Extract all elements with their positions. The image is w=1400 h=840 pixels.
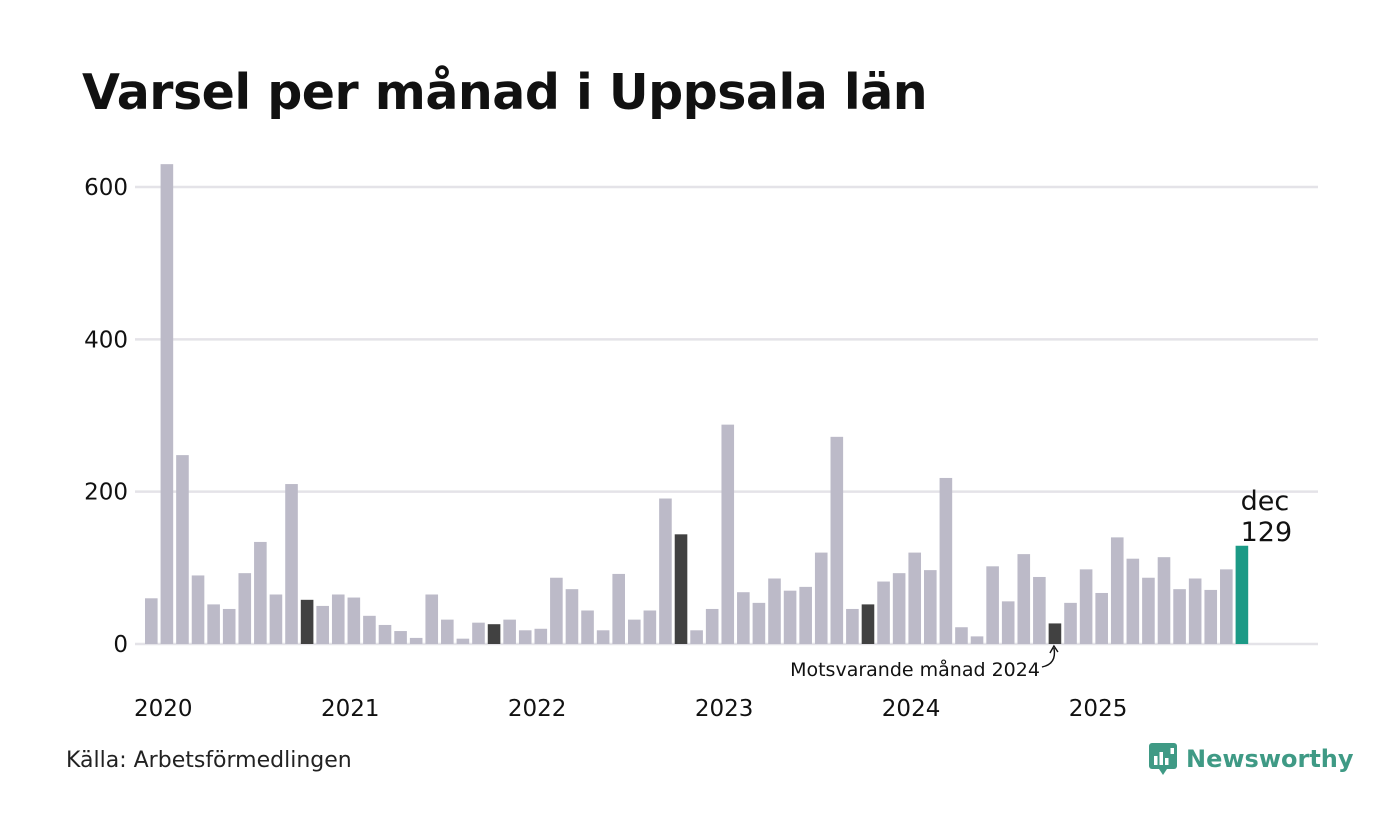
bar: [1079, 569, 1093, 644]
y-tick-label: 200: [84, 480, 128, 506]
x-axis: 2020 2021 2022 2023 2024 2025: [134, 696, 1127, 722]
bar: [456, 638, 470, 644]
bar: [409, 637, 423, 644]
y-tick-label: 0: [113, 632, 128, 658]
bar: [612, 573, 625, 644]
latest-month-label: dec: [1241, 486, 1290, 517]
bar: [955, 627, 968, 644]
bar: [892, 573, 906, 644]
bar: [799, 586, 812, 645]
bar: [783, 590, 797, 644]
bar-chart: 0 200 400 600 2020 2021 2022 2023 2024 2025 dec1…: [84, 164, 1318, 722]
bar: [939, 477, 953, 644]
annotation-arrowhead: [1049, 644, 1059, 654]
bar: [1204, 589, 1218, 644]
bar: [846, 608, 859, 644]
x-tick-label: 2023: [695, 696, 754, 722]
bar: [1126, 558, 1140, 644]
latest-value-label: 129: [1241, 517, 1293, 548]
bar: [752, 602, 766, 644]
bar: [1173, 589, 1186, 644]
chart-title: Varsel per månad i Uppsala län: [82, 64, 928, 121]
bar: [1157, 557, 1171, 644]
bar: [690, 630, 703, 644]
bar: [1033, 576, 1046, 644]
bar: [300, 599, 314, 644]
bar: [487, 624, 501, 644]
bar: [705, 608, 719, 644]
bar: [643, 610, 657, 644]
bar: [394, 631, 407, 644]
bar: [1064, 602, 1077, 644]
bar: [908, 552, 922, 644]
bar: [1095, 592, 1108, 644]
bar: [924, 570, 937, 644]
bar: [472, 622, 485, 644]
bar: [877, 581, 890, 644]
annotation-arrow: [1041, 647, 1056, 668]
bar: [565, 589, 579, 644]
bar: [363, 615, 376, 644]
bar: [316, 605, 329, 644]
bar: [160, 164, 174, 644]
annotation-text: Motsvarande månad 2024: [790, 658, 1040, 681]
bar: [986, 566, 999, 644]
bar: [285, 484, 298, 644]
bar: [674, 534, 688, 644]
bar: [1142, 577, 1155, 645]
bar: [659, 498, 672, 644]
bar: [347, 597, 361, 644]
bar: [970, 636, 984, 644]
y-axis: 0 200 400 600: [84, 175, 128, 658]
x-tick-label: 2024: [882, 696, 941, 722]
bar: [222, 608, 236, 644]
bar: [176, 455, 189, 644]
brand-logo: Newsworthy: [1148, 742, 1354, 776]
x-tick-label: 2021: [321, 696, 380, 722]
y-tick-label: 600: [84, 175, 128, 201]
bar: [627, 619, 641, 644]
bar: [331, 594, 345, 644]
bar: [145, 598, 158, 644]
brand-name: Newsworthy: [1186, 745, 1354, 773]
x-tick-label: 2025: [1069, 696, 1128, 722]
x-tick-label: 2022: [508, 696, 567, 722]
bars: [145, 164, 1249, 645]
bar: [254, 541, 267, 644]
y-tick-label: 400: [84, 327, 128, 353]
source-text: Källa: Arbetsförmedlingen: [66, 748, 352, 773]
bar: [1017, 554, 1031, 644]
bar: [518, 630, 532, 644]
bar: [1001, 601, 1015, 644]
bar: [581, 610, 594, 644]
bar: [737, 592, 750, 644]
newsworthy-logo-icon: [1149, 743, 1177, 775]
bar: [238, 573, 252, 644]
bar: [721, 424, 735, 644]
bar: [1048, 623, 1062, 644]
bar: [207, 604, 220, 644]
x-tick-label: 2020: [134, 696, 193, 722]
bar: [768, 578, 781, 644]
bar: [1188, 578, 1202, 644]
bar: [1235, 545, 1249, 645]
bar: [1220, 569, 1233, 644]
bar: [269, 594, 283, 644]
bar: [378, 624, 392, 644]
bar: [425, 594, 439, 644]
bar: [1110, 537, 1124, 644]
bar: [503, 619, 516, 644]
bar: [441, 619, 454, 644]
bar: [534, 628, 548, 644]
bar: [596, 630, 610, 644]
bar: [191, 575, 205, 644]
bar: [830, 436, 844, 644]
bar: [550, 577, 563, 645]
bar: [814, 552, 828, 644]
bar: [861, 604, 875, 644]
